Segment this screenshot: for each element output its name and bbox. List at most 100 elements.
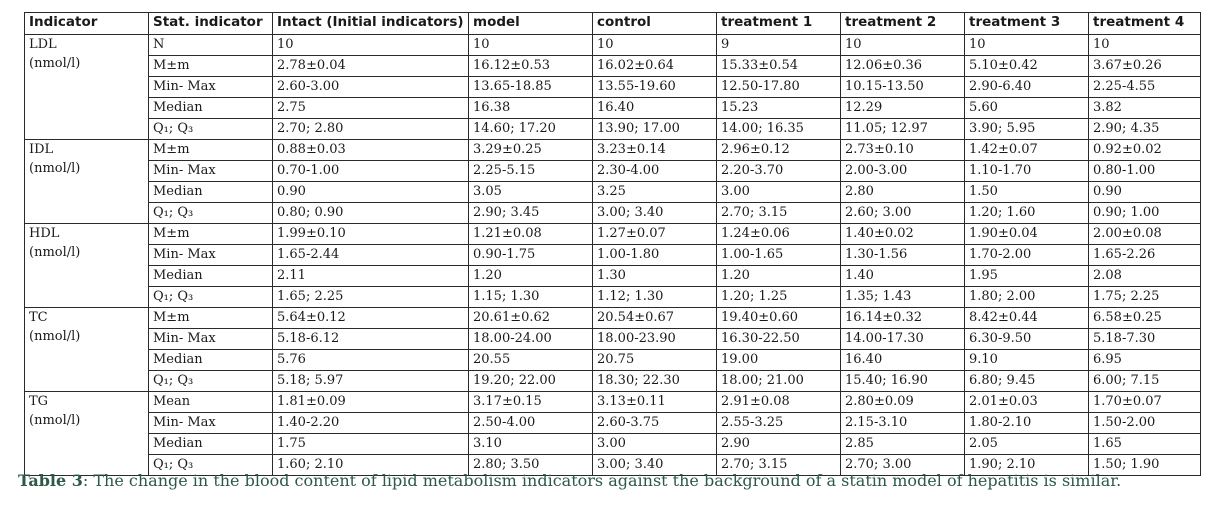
cell-treatment-3: 1.10-1.70 (964, 160, 1089, 182)
cell-treatment-1: 2.70; 3.15 (716, 454, 841, 476)
header-treatment-4: treatment 4 (1088, 12, 1201, 35)
table-row: Median 1.75 3.10 3.00 2.90 2.85 2.05 1.65 (25, 433, 1201, 455)
cell-treatment-1: 15.33±0.54 (716, 55, 841, 77)
cell-control: 20.54±0.67 (592, 307, 717, 329)
cell-model: 13.65-18.85 (468, 76, 593, 98)
cell-treatment-3: 1.20; 1.60 (964, 202, 1089, 224)
cell-treatment-4: 1.50; 1.90 (1088, 454, 1201, 476)
cell-stat: M±m (148, 307, 273, 329)
table-row: TG (nmol/l) Mean 1.81±0.09 3.17±0.15 3.13±0.… (24, 391, 1201, 476)
cell-treatment-3: 5.60 (964, 97, 1089, 119)
cell-treatment-2: 2.80±0.09 (840, 391, 965, 413)
cell-treatment-1: 14.00; 16.35 (716, 118, 841, 140)
cell-treatment-2: 2.00-3.00 (840, 160, 965, 182)
cell-stat: Min- Max (148, 244, 273, 266)
table-row: HDL (nmol/l) M±m 1.99±0.10 1.21±0.08 1.27±0.… (24, 223, 1201, 308)
cell-control: 3.23±0.14 (592, 139, 717, 161)
cell-stat: Median (148, 97, 273, 119)
header-treatment-2: treatment 2 (840, 12, 965, 35)
cell-treatment-3: 1.90±0.04 (964, 223, 1089, 245)
cell-intact: 5.64±0.12 (272, 307, 469, 329)
table-row: Min- Max 5.18-6.12 18.00-24.00 18.00-23.90 1… (25, 328, 1201, 350)
cell-model: 16.12±0.53 (468, 55, 593, 77)
cell-control: 3.00; 3.40 (592, 202, 717, 224)
cell-intact: 0.88±0.03 (272, 139, 469, 161)
cell-treatment-3: 1.90; 2.10 (964, 454, 1089, 476)
header-row: Indicator Stat. indicator Intact (Initia… (24, 12, 1201, 35)
cell-treatment-2: 10 (840, 34, 965, 56)
indicator-cell: TC (nmol/l) (24, 307, 149, 392)
cell-model: 2.90; 3.45 (468, 202, 593, 224)
cell-treatment-3: 1.95 (964, 265, 1089, 287)
cell-intact: 2.70; 2.80 (272, 118, 469, 140)
cell-stat: Min- Max (148, 412, 273, 434)
table-row: Q₁; Q₃ 0.80; 0.90 2.90; 3.45 3.00; 3.40 2.70… (25, 202, 1201, 224)
table-row: Min- Max 1.40-2.20 2.50-4.00 2.60-3.75 2.55-… (25, 412, 1201, 434)
cell-treatment-4: 5.18-7.30 (1088, 328, 1201, 350)
cell-control: 20.75 (592, 349, 717, 371)
cell-intact: 2.75 (272, 97, 469, 119)
cell-stat: Q₁; Q₃ (148, 286, 273, 308)
cell-treatment-1: 2.20-3.70 (716, 160, 841, 182)
cell-treatment-1: 9 (716, 34, 841, 56)
cell-treatment-4: 2.90; 4.35 (1088, 118, 1201, 140)
table-row: Min- Max 0.70-1.00 2.25-5.15 2.30-4.00 2.20-… (25, 160, 1201, 182)
cell-stat: Q₁; Q₃ (148, 454, 273, 476)
caption-label: Table 3 (18, 471, 83, 490)
cell-treatment-1: 12.50-17.80 (716, 76, 841, 98)
cell-treatment-4: 3.67±0.26 (1088, 55, 1201, 77)
cell-intact: 5.18-6.12 (272, 328, 469, 350)
cell-treatment-1: 2.90 (716, 433, 841, 455)
cell-intact: 2.78±0.04 (272, 55, 469, 77)
cell-stat: Mean (148, 391, 273, 413)
cell-treatment-2: 11.05; 12.97 (840, 118, 965, 140)
cell-treatment-2: 12.06±0.36 (840, 55, 965, 77)
cell-intact: 10 (272, 34, 469, 56)
cell-stat: Median (148, 181, 273, 203)
cell-treatment-2: 1.40 (840, 265, 965, 287)
header-intact: Intact (Initial indicators) (272, 12, 469, 35)
cell-treatment-2: 10.15-13.50 (840, 76, 965, 98)
cell-treatment-4: 1.70±0.07 (1088, 391, 1201, 413)
cell-model: 1.15; 1.30 (468, 286, 593, 308)
cell-stat: Min- Max (148, 76, 273, 98)
cell-stat: Q₁; Q₃ (148, 118, 273, 140)
table-row: Min- Max 1.65-2.44 0.90-1.75 1.00-1.80 1.00-… (25, 244, 1201, 266)
table-row: Median 5.76 20.55 20.75 19.00 16.40 9.10 6.95 (25, 349, 1201, 371)
cell-control: 3.13±0.11 (592, 391, 717, 413)
cell-treatment-4: 0.90 (1088, 181, 1201, 203)
indicator-cell: TG (nmol/l) (24, 391, 149, 476)
cell-model: 2.25-5.15 (468, 160, 593, 182)
cell-intact: 1.65; 2.25 (272, 286, 469, 308)
cell-control: 18.00-23.90 (592, 328, 717, 350)
table-row: IDL (nmol/l) M±m 0.88±0.03 3.29±0.25 3.23±0.… (24, 139, 1201, 224)
cell-treatment-2: 2.85 (840, 433, 965, 455)
cell-control: 10 (592, 34, 717, 56)
cell-model: 2.80; 3.50 (468, 454, 593, 476)
cell-treatment-4: 6.00; 7.15 (1088, 370, 1201, 392)
cell-control: 13.55-19.60 (592, 76, 717, 98)
cell-model: 3.29±0.25 (468, 139, 593, 161)
cell-treatment-2: 1.30-1.56 (840, 244, 965, 266)
cell-treatment-3: 1.70-2.00 (964, 244, 1089, 266)
cell-stat: Median (148, 265, 273, 287)
cell-model: 1.20 (468, 265, 593, 287)
cell-control: 3.25 (592, 181, 717, 203)
cell-treatment-1: 2.96±0.12 (716, 139, 841, 161)
cell-treatment-3: 1.42±0.07 (964, 139, 1089, 161)
cell-intact: 1.65-2.44 (272, 244, 469, 266)
table-row: Q₁; Q₃ 5.18; 5.97 19.20; 22.00 18.30; 22.30… (25, 370, 1201, 392)
cell-treatment-3: 10 (964, 34, 1089, 56)
cell-treatment-1: 1.20 (716, 265, 841, 287)
table-row: TC (nmol/l) M±m 5.64±0.12 20.61±0.62 20.54±0… (24, 307, 1201, 392)
cell-intact: 2.11 (272, 265, 469, 287)
cell-treatment-4: 0.92±0.02 (1088, 139, 1201, 161)
table-row: Q₁; Q₃ 2.70; 2.80 14.60; 17.20 13.90; 17.00… (25, 118, 1201, 140)
table-body: LDL (nmol/l) N 10 10 10 9 10 10 10 M±m 2.78±0.04 16… (24, 34, 1201, 476)
cell-stat: M±m (148, 139, 273, 161)
cell-treatment-3: 6.80; 9.45 (964, 370, 1089, 392)
header-stat-indicator: Stat. indicator (148, 12, 273, 35)
cell-treatment-1: 19.40±0.60 (716, 307, 841, 329)
cell-treatment-4: 1.65-2.26 (1088, 244, 1201, 266)
header-model: model (468, 12, 593, 35)
